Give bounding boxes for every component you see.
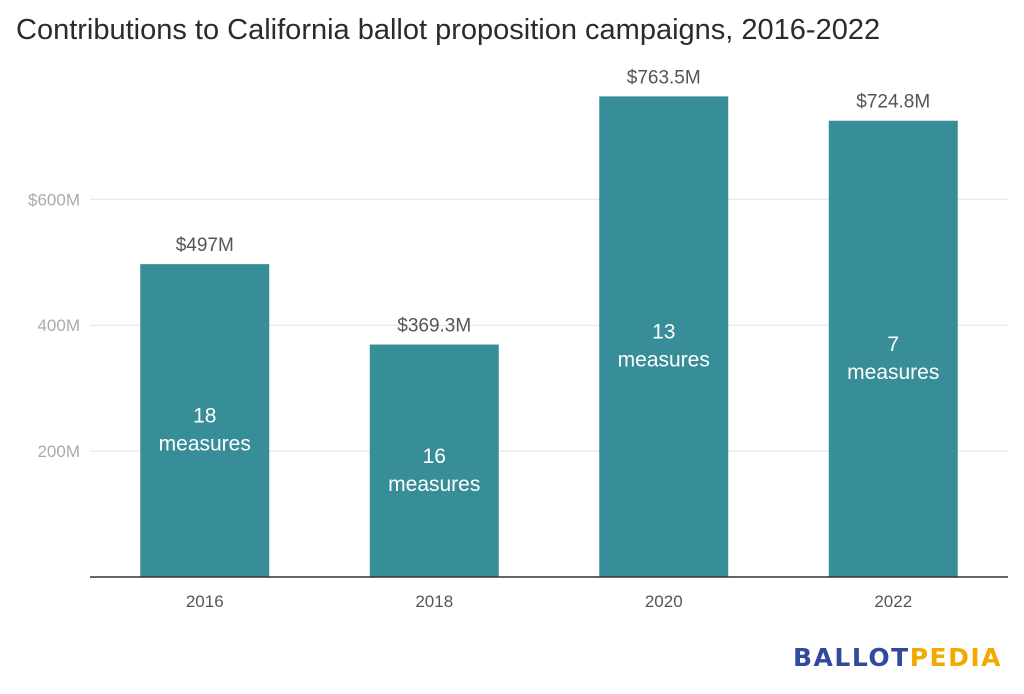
bar — [828, 120, 958, 577]
bar — [140, 264, 270, 577]
bar-measures-count: 7 — [887, 333, 899, 356]
bar-measures-word: measures — [847, 361, 939, 384]
logo-part-pedia: PEDIA — [909, 643, 1002, 672]
data-label: $497M — [176, 235, 234, 256]
x-tick-label: 2016 — [186, 592, 224, 611]
bar-measures-count: 13 — [652, 321, 675, 344]
data-label: $763.5M — [627, 67, 701, 88]
bar-measures-word: measures — [388, 473, 480, 496]
logo-part-ballot: BALLOT — [793, 643, 910, 672]
bar-measures-word: measures — [618, 349, 710, 372]
x-tick-label: 2022 — [874, 592, 912, 611]
y-tick-label: 400M — [37, 316, 80, 335]
data-label: $724.8M — [856, 92, 930, 113]
bar — [599, 96, 729, 578]
data-label: $369.3M — [397, 316, 471, 337]
chart-title: Contributions to California ballot propo… — [16, 14, 881, 46]
x-tick-label: 2018 — [415, 592, 453, 611]
x-tick-label: 2020 — [645, 592, 683, 611]
y-tick-label: $600M — [28, 190, 80, 209]
bar-measures-count: 18 — [193, 405, 216, 428]
y-tick-label: 200M — [37, 442, 80, 461]
ballotpedia-logo: BALLOTPEDIA — [793, 643, 1002, 672]
bar-measures-count: 16 — [423, 445, 446, 468]
bar-measures-word: measures — [159, 433, 251, 456]
bar — [369, 344, 499, 577]
